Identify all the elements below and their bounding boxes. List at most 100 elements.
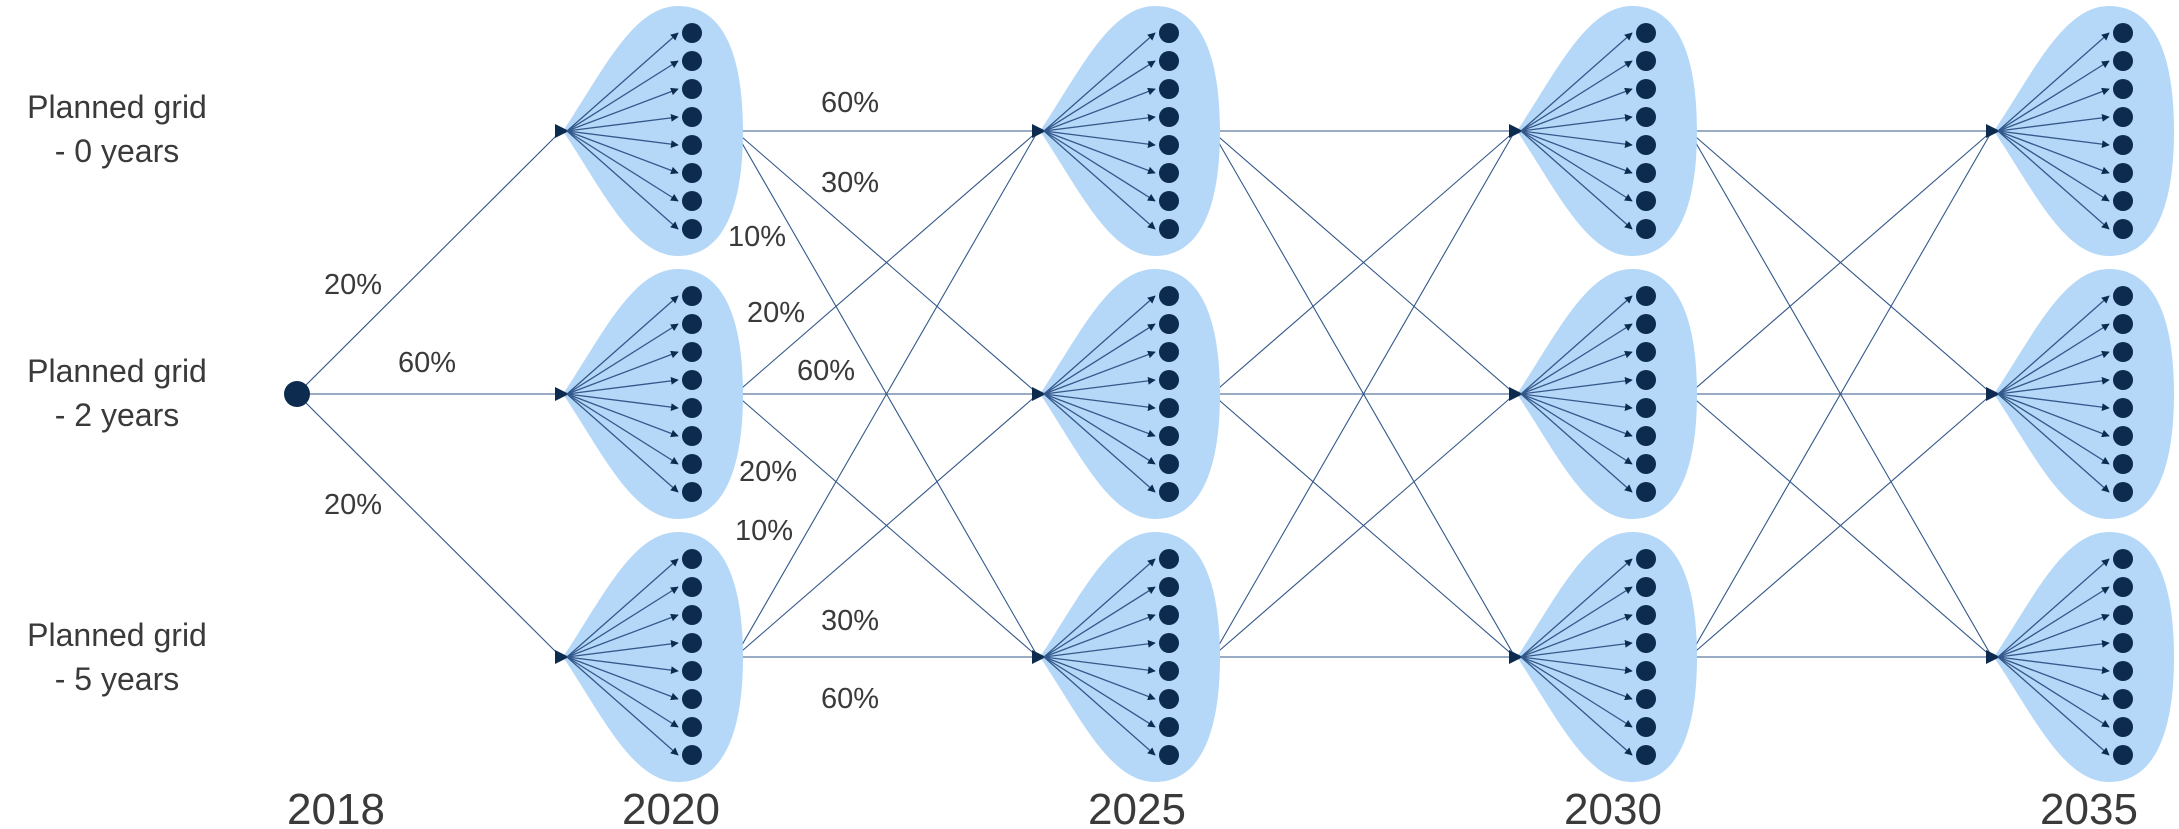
fan-edge	[1520, 393, 1633, 465]
fan-edge	[1520, 393, 1633, 411]
fan-edge	[566, 393, 679, 411]
leaf-node	[1159, 549, 1179, 569]
fan-edge	[1043, 613, 1156, 658]
leaf-node	[2113, 51, 2133, 71]
leaf-node	[682, 191, 702, 211]
scenario-cluster-c3-r0	[1986, 6, 2174, 256]
scenario-cluster-c0-r0	[555, 6, 743, 256]
fan-edge	[566, 656, 679, 756]
leaf-node	[1636, 342, 1656, 362]
leaf-node	[1636, 605, 1656, 625]
leaf-node	[1159, 689, 1179, 709]
fan-edge	[1997, 393, 2110, 465]
leaf-node	[1636, 549, 1656, 569]
fan-edge	[1043, 656, 1156, 728]
scenario-cluster-c1-r0	[1032, 6, 1220, 256]
fan-edge	[1997, 656, 2110, 728]
fan-edge	[1520, 613, 1633, 658]
fan-edge	[1997, 130, 2110, 230]
leaf-node	[1636, 370, 1656, 390]
scenario-cluster-c1-r1	[1032, 269, 1220, 519]
year-label-0: 2018	[287, 785, 385, 829]
scenario-blob	[1994, 532, 2174, 782]
leaf-node	[682, 482, 702, 502]
leaf-node	[682, 342, 702, 362]
fan-edge	[1520, 295, 1633, 395]
fan-edge	[1997, 114, 2110, 132]
transition-link-c0-r2-r1	[734, 393, 1039, 658]
fan-edge	[1997, 393, 2110, 493]
leaf-node	[1159, 661, 1179, 681]
scenario-blob	[1517, 269, 1697, 519]
fan-edge	[1043, 130, 1156, 230]
scenario-cluster-c3-r1	[1986, 269, 2174, 519]
fan-edge	[566, 60, 679, 132]
leaf-node	[1636, 79, 1656, 99]
leaf-node	[1159, 605, 1179, 625]
fan-edge	[1520, 586, 1633, 658]
leaf-node	[2113, 577, 2133, 597]
leaf-node	[682, 219, 702, 239]
scenario-cluster-c0-r2	[555, 532, 743, 782]
leaf-node	[682, 717, 702, 737]
incoming-arrowhead	[1509, 650, 1523, 664]
fan-edge	[1520, 393, 1633, 493]
fan-edge	[1043, 350, 1156, 395]
trans-prob-0-2: 10%	[728, 221, 786, 253]
transition-link-c2-r1-r0	[1688, 130, 1993, 395]
leaf-node	[2113, 717, 2133, 737]
root-node	[284, 381, 310, 407]
fan-edge	[1520, 130, 1633, 175]
transition-link-c1-r2-r1	[1211, 393, 1516, 658]
fan-edge	[1520, 114, 1633, 132]
scenario-blob	[1040, 532, 1220, 782]
fan-edge	[1043, 130, 1156, 202]
leaf-node	[2113, 482, 2133, 502]
leaf-node	[682, 107, 702, 127]
incoming-arrowhead	[1509, 124, 1523, 138]
fan-edge	[1997, 323, 2110, 395]
fan-edge	[1997, 295, 2110, 395]
incoming-arrowhead	[1986, 387, 2000, 401]
leaf-node	[1159, 163, 1179, 183]
leaf-node	[1159, 79, 1179, 99]
fan-edge	[566, 613, 679, 658]
fan-edge	[566, 130, 679, 175]
fan-edge	[1043, 114, 1156, 132]
leaf-node	[2113, 633, 2133, 653]
fan-edge	[1520, 656, 1633, 756]
leaf-node	[1159, 342, 1179, 362]
fan-edge	[566, 656, 679, 728]
fan-edge	[566, 393, 679, 493]
fan-edge	[1043, 60, 1156, 132]
scenario-blob	[1517, 6, 1697, 256]
incoming-arrowhead	[555, 650, 569, 664]
leaf-node	[2113, 79, 2133, 99]
fan-edge	[1043, 656, 1156, 674]
fan-edge	[1520, 32, 1633, 132]
leaf-node	[682, 426, 702, 446]
fan-edge	[566, 640, 679, 658]
fan-edge	[1997, 393, 2110, 411]
leaf-node	[1636, 661, 1656, 681]
transition-link-c1-r2-r0	[1211, 130, 1516, 658]
leaf-node	[1636, 163, 1656, 183]
scenario-cluster-c2-r2	[1509, 532, 1697, 782]
fan-edge	[1997, 350, 2110, 395]
fan-edge	[1997, 656, 2110, 701]
fan-edge	[1997, 393, 2110, 438]
leaf-node	[1159, 370, 1179, 390]
leaf-node	[2113, 370, 2133, 390]
fan-edge	[1043, 130, 1156, 148]
fan-edge	[1043, 295, 1156, 395]
root-prob-0: 20%	[324, 269, 382, 301]
leaf-node	[2113, 549, 2133, 569]
leaf-node	[682, 577, 702, 597]
trans-prob-1-1: 60%	[797, 355, 855, 387]
fan-edge	[566, 558, 679, 658]
leaf-node	[1636, 633, 1656, 653]
leaf-node	[1159, 286, 1179, 306]
leaf-node	[1159, 454, 1179, 474]
leaf-node	[2113, 745, 2133, 765]
fan-edge	[1043, 130, 1156, 175]
